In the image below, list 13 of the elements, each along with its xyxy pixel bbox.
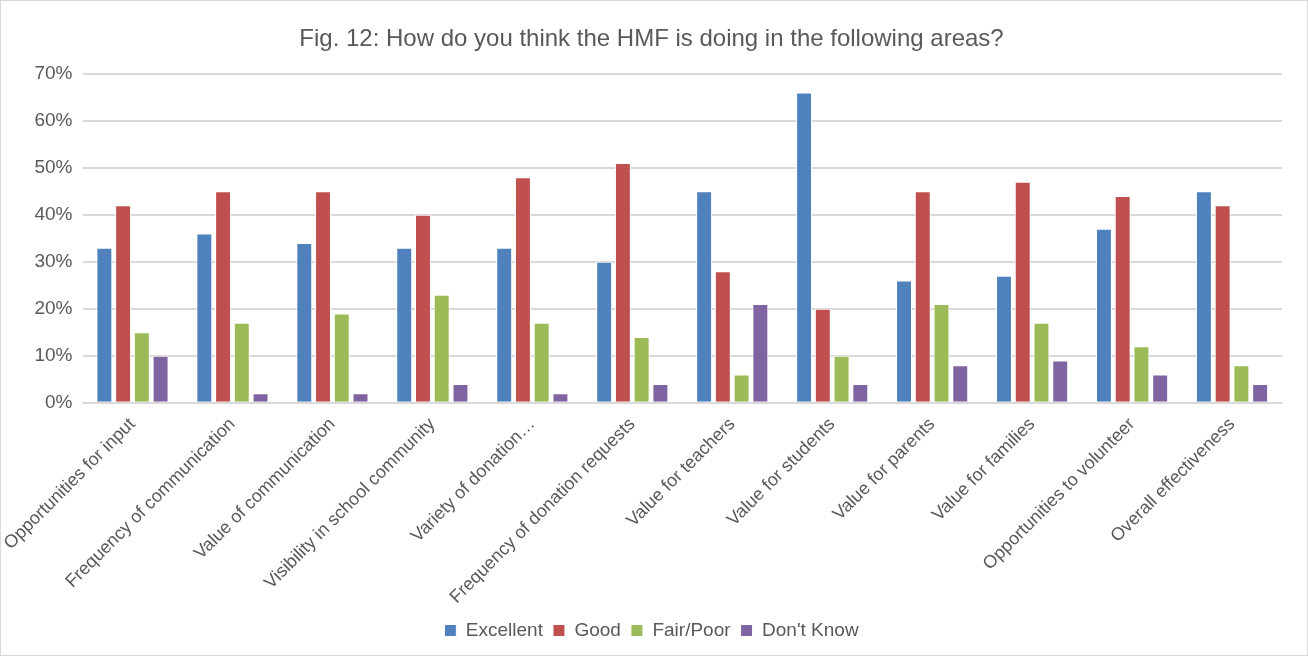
y-tick-label: 20% bbox=[34, 296, 73, 318]
legend-label: Fair/Poor bbox=[652, 618, 732, 640]
y-tick-label: 10% bbox=[34, 343, 73, 365]
legend-label: Excellent bbox=[465, 618, 544, 640]
legend-label: Don't Know bbox=[762, 618, 859, 640]
y-tick-label: 60% bbox=[34, 109, 73, 131]
y-tick-label: 70% bbox=[34, 62, 73, 84]
y-tick-label: 30% bbox=[34, 249, 73, 271]
y-tick-label: 50% bbox=[34, 156, 73, 178]
y-tick-label: 0% bbox=[45, 390, 73, 412]
legend-label: Good bbox=[574, 618, 621, 640]
chart-title: Fig. 12: How do you think the HMF is doing in the following areas? bbox=[299, 24, 1004, 52]
y-tick-label: 40% bbox=[34, 203, 73, 224]
